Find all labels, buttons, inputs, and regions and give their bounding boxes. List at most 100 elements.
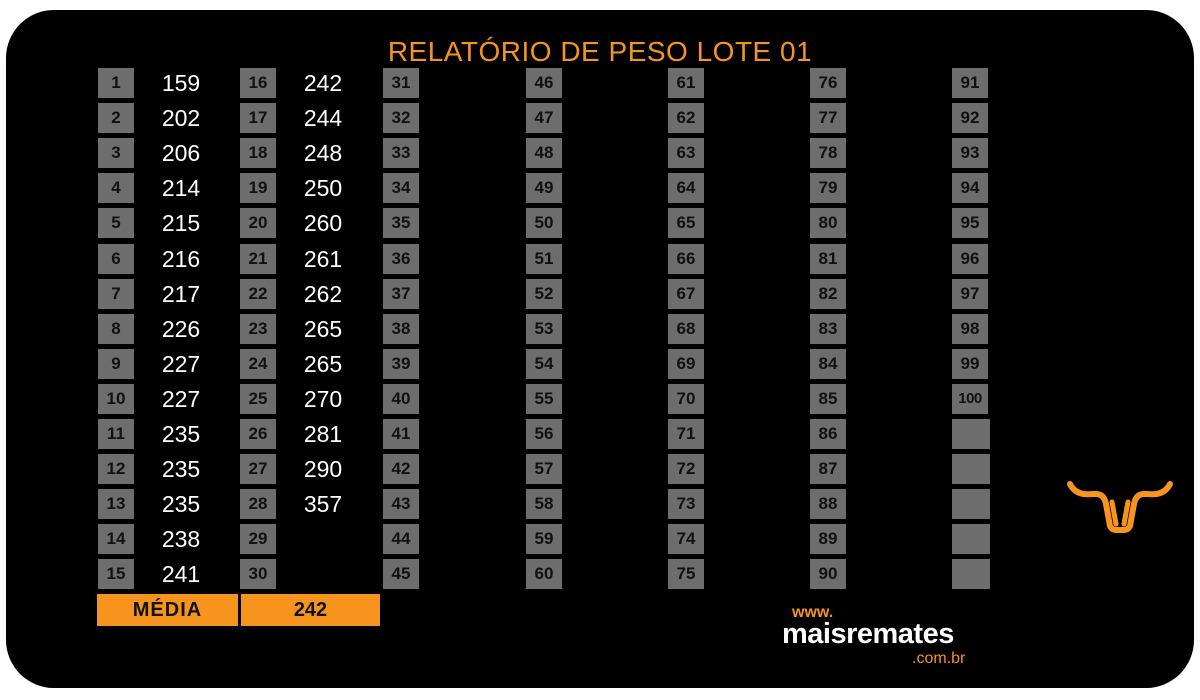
animal-number: 94: [952, 173, 988, 204]
animal-number: 45: [383, 559, 419, 590]
animal-number: 26: [240, 419, 276, 449]
animal-number: 67: [668, 278, 704, 309]
animal-number: 97: [952, 278, 988, 309]
animal-number: 57: [526, 454, 562, 485]
animal-number: 18: [240, 138, 276, 169]
animal-number: 34: [383, 173, 419, 204]
animal-number: 79: [810, 173, 846, 204]
empty-slot: [952, 524, 990, 555]
animal-weight: 290: [303, 456, 343, 483]
animal-number: 8: [98, 313, 134, 344]
animal-number: 75: [668, 559, 704, 590]
animal-number: 27: [240, 454, 276, 485]
animal-number: 43: [383, 489, 419, 520]
animal-number: 39: [383, 348, 419, 379]
animal-number: 32: [383, 103, 419, 134]
animal-number: 61: [668, 68, 704, 98]
animal-weight: 265: [303, 350, 343, 377]
animal-weight: 357: [303, 491, 343, 518]
animal-number: 38: [383, 313, 419, 344]
animal-number: 65: [668, 208, 704, 239]
average-value: 242: [241, 594, 380, 626]
animal-number: 4: [98, 173, 134, 204]
animal-number: 54: [526, 348, 562, 379]
animal-number: 2: [98, 103, 134, 134]
animal-number: 78: [810, 138, 846, 169]
animal-weight: 214: [161, 175, 201, 202]
animal-number: 73: [668, 489, 704, 520]
brand-name: maisremates: [782, 618, 954, 650]
report-board: RELATÓRIO DE PESO LOTE 01 1 159 2 202 3 206 4 2…: [6, 10, 1194, 688]
animal-number: 56: [526, 419, 562, 449]
animal-weight: 265: [303, 315, 343, 342]
animal-number: 50: [526, 208, 562, 239]
animal-number: 5: [98, 208, 134, 239]
animal-weight: 250: [303, 175, 343, 202]
animal-weight: 235: [161, 421, 201, 447]
animal-weight: 202: [161, 105, 201, 132]
animal-number: 35: [383, 208, 419, 239]
animal-weight: 217: [161, 280, 201, 307]
animal-number: 60: [526, 559, 562, 590]
animal-number: 87: [810, 454, 846, 485]
animal-number: 90: [810, 559, 846, 590]
animal-number: 86: [810, 419, 846, 449]
animal-number: 24: [240, 348, 276, 379]
animal-number: 1: [98, 68, 134, 98]
animal-number: 48: [526, 138, 562, 169]
animal-number: 6: [98, 243, 134, 274]
animal-weight: 206: [161, 140, 201, 167]
animal-number: 100: [952, 383, 988, 414]
animal-number: 89: [810, 524, 846, 555]
animal-weight: 216: [161, 245, 201, 272]
average-label: MÉDIA: [97, 594, 238, 626]
animal-number: 47: [526, 103, 562, 134]
animal-weight: 281: [303, 421, 343, 447]
animal-number: 33: [383, 138, 419, 169]
animal-number: 7: [98, 278, 134, 309]
animal-weight: 227: [161, 385, 201, 412]
animal-number: 29: [240, 524, 276, 555]
animal-number: 31: [383, 68, 419, 98]
page-title: RELATÓRIO DE PESO LOTE 01: [387, 36, 813, 67]
animal-number: 82: [810, 278, 846, 309]
animal-number: 49: [526, 173, 562, 204]
animal-number: 64: [668, 173, 704, 204]
animal-number: 12: [98, 454, 134, 485]
animal-number: 20: [240, 208, 276, 239]
animal-weight: 248: [303, 140, 343, 167]
animal-number: 96: [952, 243, 988, 274]
animal-number: 46: [526, 68, 562, 98]
animal-weight: 159: [161, 70, 201, 96]
animal-number: 41: [383, 419, 419, 449]
animal-number: 55: [526, 383, 562, 414]
animal-number: 84: [810, 348, 846, 379]
animal-number: 93: [952, 138, 988, 169]
animal-number: 92: [952, 103, 988, 134]
animal-number: 76: [810, 68, 846, 98]
animal-number: 11: [98, 419, 134, 449]
animal-number: 10: [98, 383, 134, 414]
animal-number: 83: [810, 313, 846, 344]
empty-slot: [952, 559, 990, 590]
animal-number: 15: [98, 559, 134, 590]
animal-number: 68: [668, 313, 704, 344]
animal-number: 51: [526, 243, 562, 274]
animal-weight: 262: [303, 280, 343, 307]
animal-number: 44: [383, 524, 419, 555]
empty-slot: [952, 489, 990, 520]
animal-weight: 227: [161, 350, 201, 377]
animal-weight: 261: [303, 245, 343, 272]
animal-number: 69: [668, 348, 704, 379]
animal-number: 40: [383, 383, 419, 414]
animal-weight: 235: [161, 491, 201, 518]
animal-number: 21: [240, 243, 276, 274]
animal-weight: 235: [161, 456, 201, 483]
animal-number: 25: [240, 383, 276, 414]
animal-weight: 226: [161, 315, 201, 342]
animal-number: 30: [240, 559, 276, 590]
animal-number: 36: [383, 243, 419, 274]
animal-number: 95: [952, 208, 988, 239]
animal-number: 74: [668, 524, 704, 555]
animal-number: 91: [952, 68, 988, 98]
